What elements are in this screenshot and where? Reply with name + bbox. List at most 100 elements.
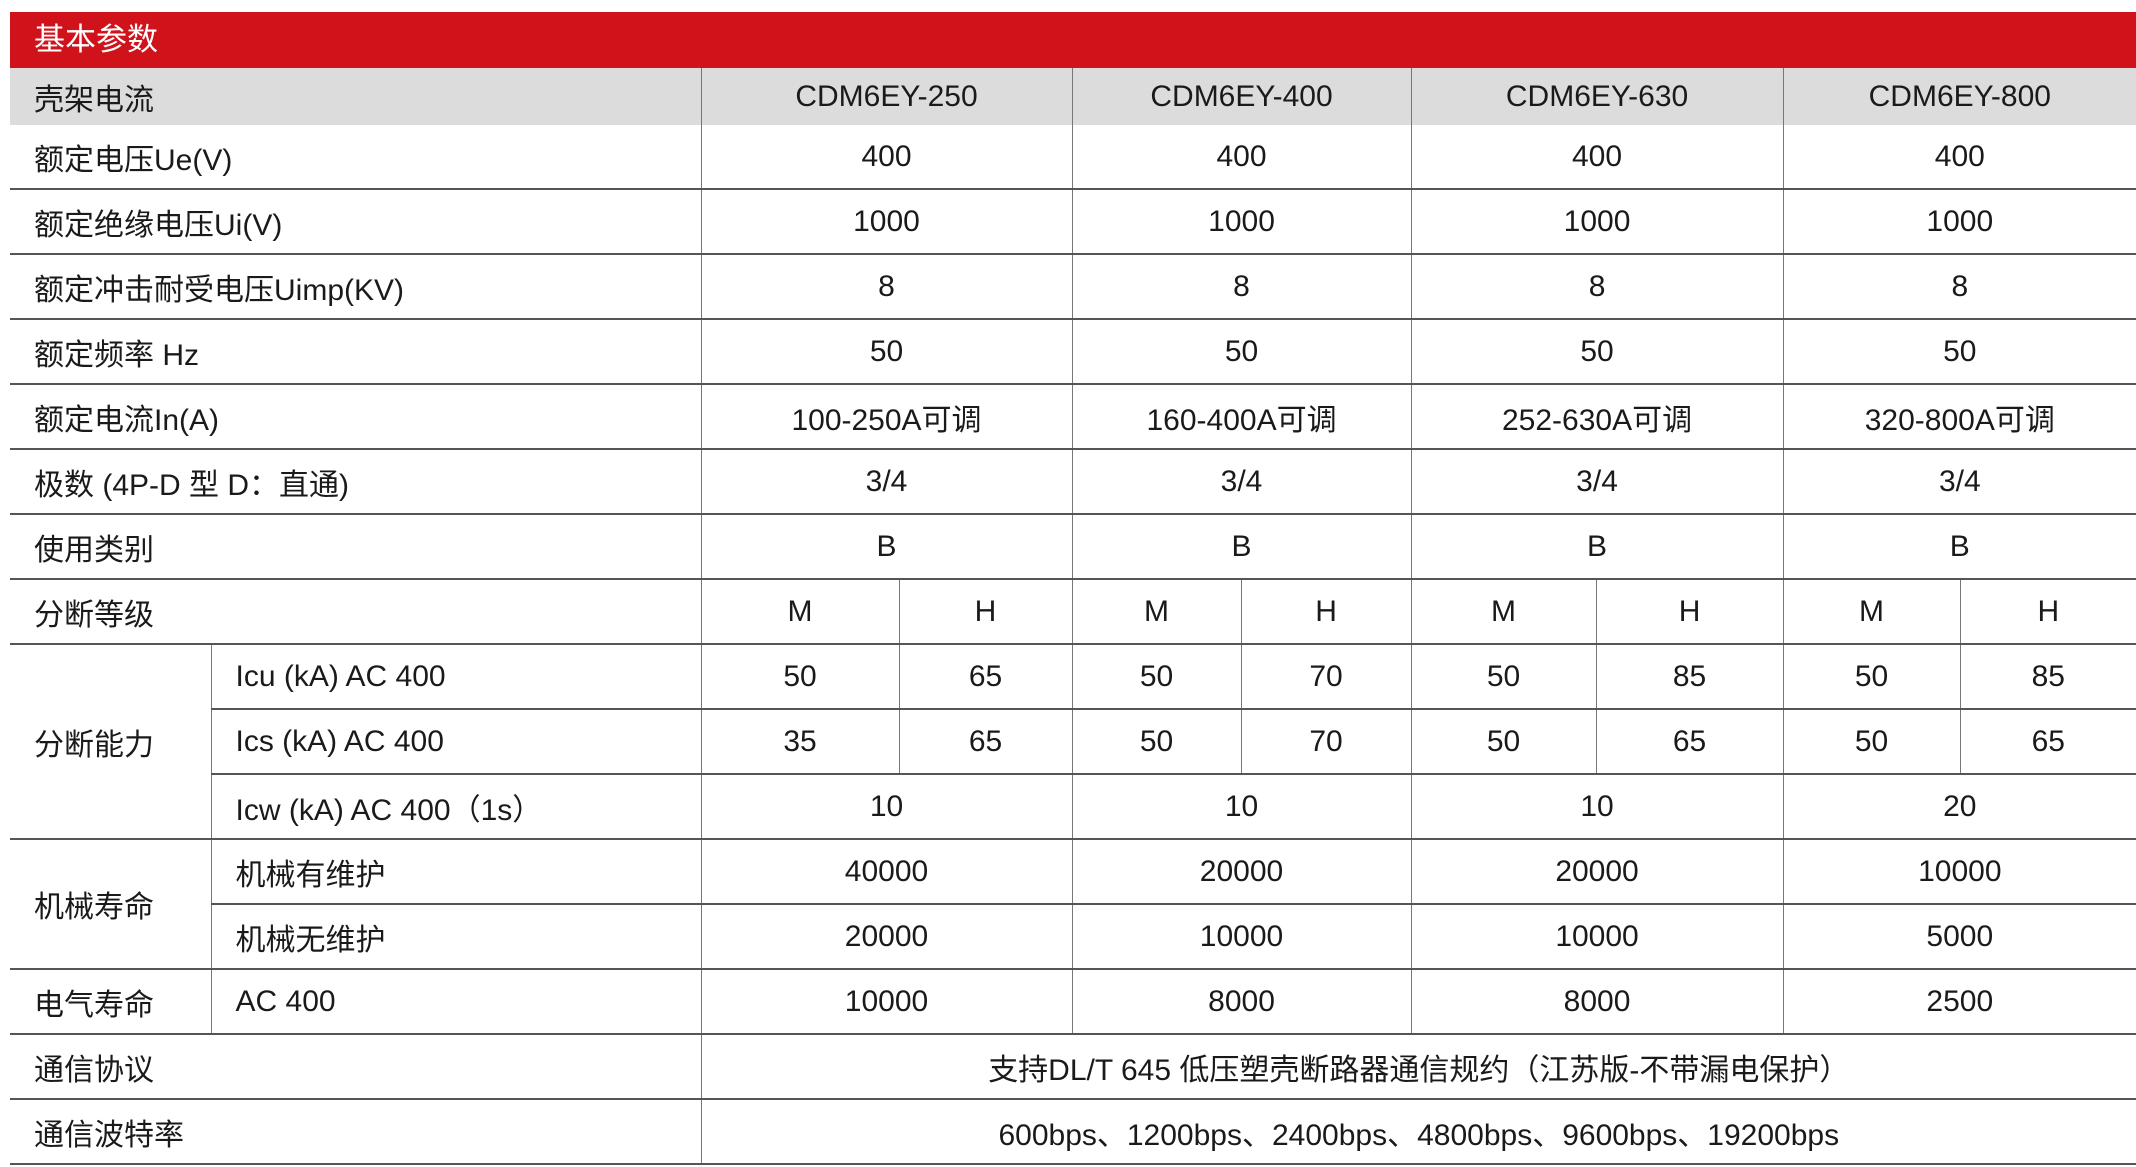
- value-cell: 8: [1071, 254, 1412, 320]
- table-row: 额定绝缘电压Ui(V) 1000 1000 1000 1000: [10, 189, 2136, 255]
- model-header: CDM6EY-800: [1782, 68, 2136, 125]
- value-cell: 8000: [1410, 969, 1784, 1035]
- value-cell: 2500: [1782, 969, 2136, 1035]
- value-cell: 252-630A可调: [1410, 384, 1784, 450]
- table-row: 壳架电流 CDM6EY-250 CDM6EY-400 CDM6EY-630 CDM6EY…: [10, 68, 2136, 125]
- value-cell: 70: [1240, 709, 1412, 775]
- value-cell: 50: [1782, 644, 1961, 710]
- group-label: 电气寿命: [10, 969, 212, 1035]
- table-row: Ics (kA) AC 400 35 65 50 70 50 65 50 65: [10, 709, 2136, 775]
- table-row: 使用类别 B B B B: [10, 514, 2136, 580]
- value-cell: 10: [700, 774, 1073, 840]
- value-cell: 3/4: [1071, 449, 1412, 515]
- value-cell: H: [1595, 579, 1784, 645]
- value-cell: 8000: [1071, 969, 1412, 1035]
- table-row: 机械无维护 20000 10000 10000 5000: [10, 904, 2136, 970]
- table-row: 额定频率 Hz 50 50 50 50: [10, 319, 2136, 385]
- value-cell: 85: [1595, 644, 1784, 710]
- value-cell: 50: [1410, 319, 1784, 385]
- table-row: Icw (kA) AC 400（1s） 10 10 10 20: [10, 774, 2136, 840]
- value-cell: 50: [1071, 319, 1412, 385]
- model-header: CDM6EY-630: [1410, 68, 1784, 125]
- table-row: 极数 (4P-D 型 D：直通) 3/4 3/4 3/4 3/4: [10, 449, 2136, 515]
- value-cell: M: [1410, 579, 1597, 645]
- row-label: 使用类别: [10, 514, 702, 580]
- value-cell: B: [1410, 514, 1784, 580]
- value-cell: 10000: [1410, 904, 1784, 970]
- value-cell: 20000: [1410, 839, 1784, 905]
- value-cell: 10000: [700, 969, 1073, 1035]
- value-cell: 65: [898, 709, 1073, 775]
- row-label: 额定电流In(A): [10, 384, 702, 450]
- value-cell: H: [1240, 579, 1412, 645]
- value-cell: 3/4: [700, 449, 1073, 515]
- value-cell: B: [700, 514, 1073, 580]
- table-row: 额定冲击耐受电压Uimp(KV) 8 8 8 8: [10, 254, 2136, 320]
- value-cell: 400: [1071, 125, 1412, 190]
- value-cell: 8: [1782, 254, 2136, 320]
- value-cell: H: [898, 579, 1073, 645]
- row-label: 壳架电流: [10, 68, 702, 125]
- row-label: 通信波特率: [10, 1099, 702, 1165]
- value-cell: 1000: [700, 189, 1073, 255]
- value-cell: 35: [700, 709, 900, 775]
- sub-label: Icw (kA) AC 400（1s）: [211, 774, 702, 840]
- value-cell: 20: [1782, 774, 2136, 840]
- value-cell: H: [1959, 579, 2136, 645]
- value-cell: 400: [700, 125, 1073, 190]
- value-cell: 50: [1410, 644, 1597, 710]
- table-row: 通信协议 支持DL/T 645 低压塑壳断路器通信规约（江苏版-不带漏电保护）: [10, 1034, 2136, 1100]
- row-label: 额定冲击耐受电压Uimp(KV): [10, 254, 702, 320]
- group-label: 分断能力: [10, 644, 212, 840]
- value-cell: 8: [1410, 254, 1784, 320]
- value-cell: M: [1782, 579, 1961, 645]
- value-cell: 3/4: [1782, 449, 2136, 515]
- protocol-value: 支持DL/T 645 低压塑壳断路器通信规约（江苏版-不带漏电保护）: [700, 1034, 2136, 1100]
- value-cell: 10000: [1782, 839, 2136, 905]
- value-cell: 10000: [1071, 904, 1412, 970]
- sub-label: 机械无维护: [211, 904, 702, 970]
- value-cell: 1000: [1410, 189, 1784, 255]
- value-cell: 50: [700, 319, 1073, 385]
- value-cell: 65: [898, 644, 1073, 710]
- value-cell: 100-250A可调: [700, 384, 1073, 450]
- parameter-table: 壳架电流 CDM6EY-250 CDM6EY-400 CDM6EY-630 CDM6EY…: [10, 68, 2136, 1165]
- value-cell: 20000: [1071, 839, 1412, 905]
- value-cell: 50: [1071, 709, 1242, 775]
- value-cell: 20000: [700, 904, 1073, 970]
- table-row: 机械寿命 机械有维护 40000 20000 20000 10000: [10, 839, 2136, 970]
- model-header: CDM6EY-400: [1071, 68, 1412, 125]
- row-label: 额定频率 Hz: [10, 319, 702, 385]
- value-cell: 10: [1410, 774, 1784, 840]
- value-cell: 50: [1410, 709, 1597, 775]
- table-row: 分断能力 Icu (kA) AC 400 50 65 50 70 50 85 50 85: [10, 644, 2136, 840]
- value-cell: 65: [1959, 709, 2136, 775]
- sub-label: Icu (kA) AC 400: [210, 644, 702, 710]
- section-title: 基本参数: [10, 12, 2136, 68]
- value-cell: 320-800A可调: [1782, 384, 2136, 450]
- sub-label: 机械有维护: [210, 839, 702, 905]
- table-row: 额定电流In(A) 100-250A可调 160-400A可调 252-630A可调 3…: [10, 384, 2136, 450]
- table-row: 电气寿命 AC 400 10000 8000 8000 2500: [10, 969, 2136, 1035]
- value-cell: 40000: [700, 839, 1073, 905]
- row-label: 极数 (4P-D 型 D：直通): [10, 449, 702, 515]
- model-header: CDM6EY-250: [700, 68, 1073, 125]
- value-cell: 1000: [1071, 189, 1412, 255]
- value-cell: 85: [1959, 644, 2136, 710]
- row-label: 通信协议: [10, 1034, 702, 1100]
- table-row: 分断等级 M H M H M H M H: [10, 579, 2136, 645]
- value-cell: 400: [1410, 125, 1784, 190]
- sub-label: Ics (kA) AC 400: [211, 709, 702, 775]
- value-cell: 160-400A可调: [1071, 384, 1412, 450]
- row-label: 额定绝缘电压Ui(V): [10, 189, 702, 255]
- value-cell: 400: [1782, 125, 2136, 190]
- table-row: 额定电压Ue(V) 400 400 400 400: [10, 125, 2136, 190]
- value-cell: 5000: [1782, 904, 2136, 970]
- value-cell: M: [700, 579, 900, 645]
- row-label: 分断等级: [10, 579, 702, 645]
- table-row: 通信波特率 600bps、1200bps、2400bps、4800bps、9600…: [10, 1099, 2136, 1165]
- value-cell: 50: [1071, 644, 1242, 710]
- value-cell: 50: [1782, 319, 2136, 385]
- row-label: 额定电压Ue(V): [10, 125, 702, 190]
- value-cell: 3/4: [1410, 449, 1784, 515]
